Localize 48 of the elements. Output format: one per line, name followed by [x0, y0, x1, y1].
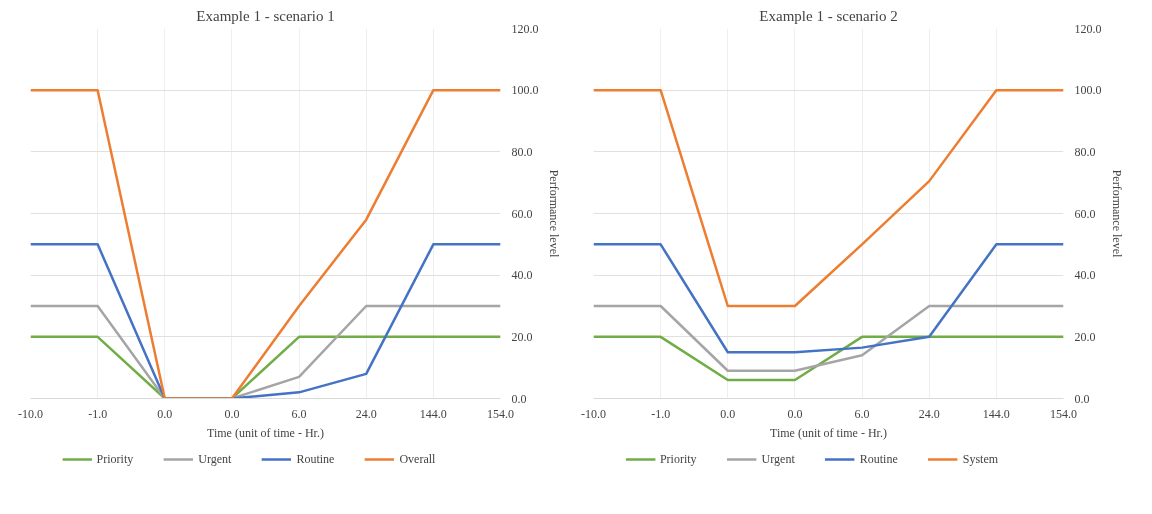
y-tick-label: 20.0 [1074, 329, 1096, 344]
legend-label: Urgent [761, 451, 795, 467]
legend-label: Urgent [198, 451, 232, 467]
legend-label: System [962, 451, 999, 467]
x-tick-label: 0.0 [224, 406, 240, 421]
x-tick-label: 24.0 [355, 406, 377, 421]
x-tick-label: 144.0 [982, 406, 1010, 421]
y-tick-label: 100.0 [1074, 83, 1102, 98]
y-tick-label: 80.0 [511, 144, 533, 159]
x-tick-label: -10.0 [18, 406, 43, 421]
chart-title: Example 1 - scenario 1 [196, 7, 335, 24]
x-tick-label: 154.0 [1050, 406, 1077, 421]
x-tick-label: 144.0 [419, 406, 447, 421]
line-series [30, 243, 501, 399]
x-tick-label: -10.0 [581, 406, 606, 421]
y-axis-title: Performance level [546, 169, 561, 258]
y-tick-label: 60.0 [1074, 206, 1096, 221]
legend-label: Priority [659, 451, 697, 467]
line-series [593, 243, 1064, 354]
x-tick-label: 0.0 [720, 406, 736, 421]
line-series [30, 88, 501, 399]
y-axis-title: Performance level [1109, 169, 1124, 258]
y-tick-label: 120.0 [1074, 21, 1102, 36]
x-tick-label: 0.0 [787, 406, 803, 421]
x-tick-label: -1.0 [88, 406, 108, 421]
x-tick-label: 6.0 [854, 406, 870, 421]
legend-label: Overall [399, 451, 436, 467]
y-tick-label: 60.0 [511, 206, 533, 221]
y-tick-label: 0.0 [511, 391, 527, 406]
x-tick-label: 24.0 [918, 406, 940, 421]
x-axis-title: Time (unit of time - Hr.) [770, 425, 887, 440]
y-tick-label: 40.0 [511, 268, 533, 283]
chart-title: Example 1 - scenario 2 [759, 7, 898, 24]
x-tick-label: 6.0 [291, 406, 307, 421]
x-tick-label: 0.0 [157, 406, 173, 421]
legend-label: Routine [296, 451, 335, 467]
y-tick-label: 100.0 [511, 83, 539, 98]
y-tick-label: 0.0 [1074, 391, 1090, 406]
line-series [593, 88, 1064, 308]
y-tick-label: 120.0 [511, 21, 539, 36]
x-tick-label: 154.0 [487, 406, 514, 421]
x-axis-title: Time (unit of time - Hr.) [207, 425, 324, 440]
legend-label: Priority [96, 451, 134, 467]
y-tick-label: 40.0 [1074, 268, 1096, 283]
y-tick-label: 80.0 [1074, 144, 1096, 159]
x-tick-label: -1.0 [651, 406, 671, 421]
legend-label: Routine [859, 451, 898, 467]
y-tick-label: 20.0 [511, 329, 533, 344]
